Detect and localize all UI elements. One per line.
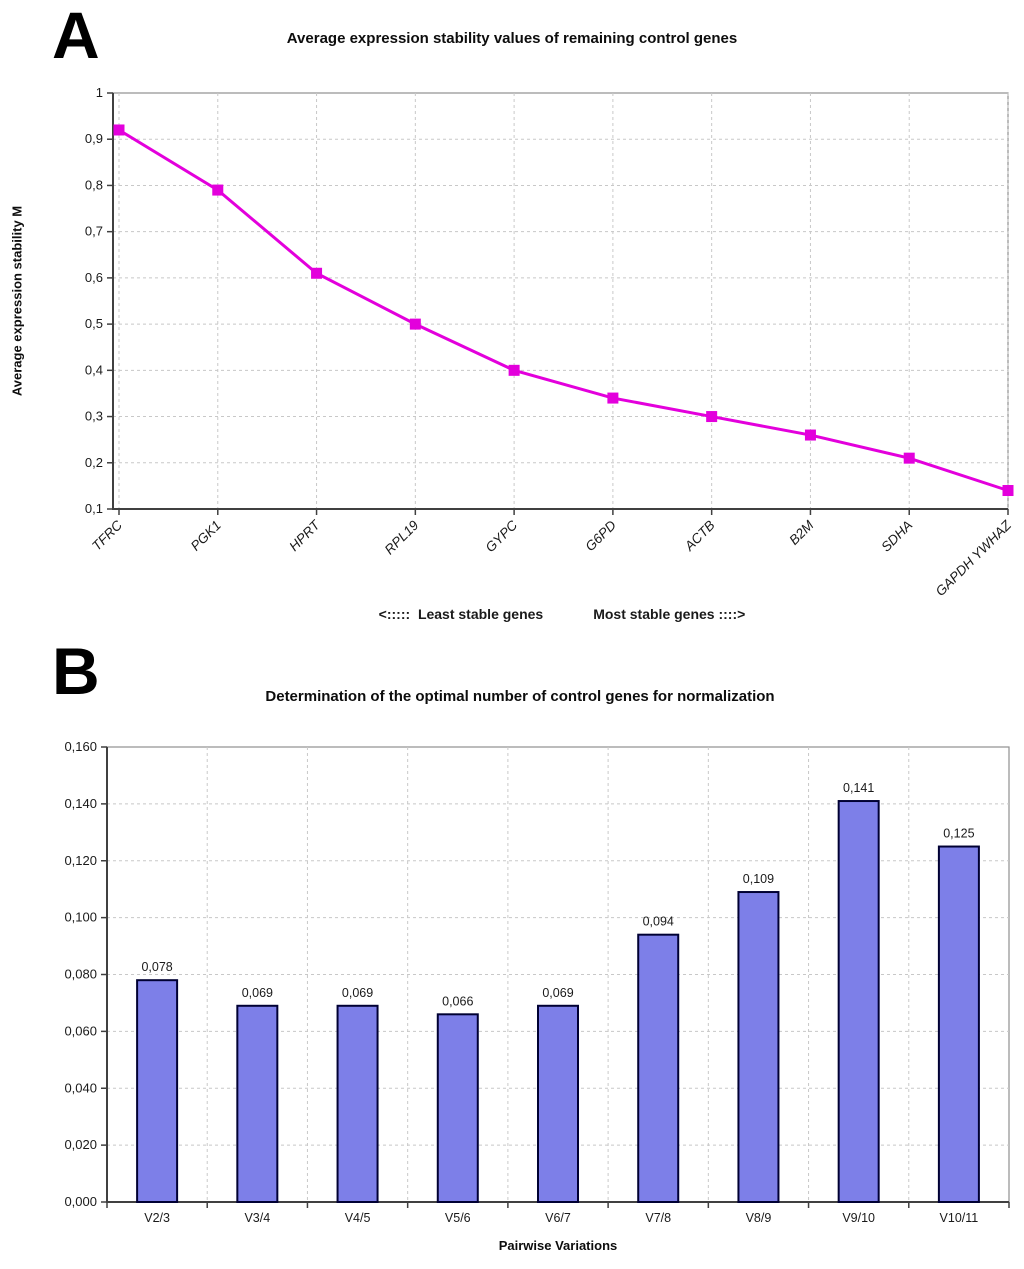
data-point-marker [607,392,619,404]
least-stable-genes-label: <::::: Least stable genes [378,606,544,622]
bar-V5/6 [436,1013,479,1203]
bar-value-label: 0,141 [843,781,874,795]
y-tick-label: 0,040 [64,1080,97,1095]
y-tick-label: 0,160 [64,739,97,754]
bar-V7/8 [637,933,680,1203]
bar-value-label: 0,066 [442,994,473,1008]
x-category-label: PGK1 [188,518,224,554]
y-tick-label: 0,6 [85,270,103,285]
data-point-marker [311,267,323,279]
chart-a-y-axis-title: Average expression stability M [9,205,25,397]
x-category-label: V8/9 [746,1211,772,1225]
bar-value-label: 0,078 [141,960,172,974]
bar-V2/3 [136,979,179,1203]
y-tick-label: 0,020 [64,1137,97,1152]
x-category-label: V10/11 [940,1211,979,1225]
y-tick-label: 0,1 [85,501,103,516]
data-point-marker [706,411,718,423]
y-tick-label: 0,7 [85,224,103,239]
bar-V8/9 [737,891,780,1203]
bar-V6/7 [537,1004,579,1203]
chart-b-title: Determination of the optimal number of c… [265,688,775,705]
x-category-label: B2M [786,517,817,548]
chart-a-title: Average expression stability values of r… [286,30,738,47]
x-category-label: GAPDH YWHAZ [933,517,1015,599]
data-point-marker [508,364,520,376]
x-category-label: HPRT [286,516,324,554]
x-category-label: RPL19 [382,517,422,557]
bar-value-label: 0,069 [242,986,273,1000]
x-category-label: ACTB [681,518,718,555]
panel-b-label: B [52,634,100,708]
y-tick-label: 0,8 [85,177,103,192]
chart-b: 0,160 0,140 0,120 0,100 0,080 0,060 0,040 0,020… [64,739,1010,1225]
data-point-marker [903,452,915,464]
y-tick-label: 0,5 [85,316,103,331]
data-point-marker [212,184,224,196]
most-stable-genes-label: Most stable genes ::::> [593,606,746,622]
y-tick-label: 0,080 [64,967,97,982]
bar-value-label: 0,094 [643,915,674,929]
x-category-label: TFRC [89,517,125,553]
x-category-label: V2/3 [144,1211,170,1225]
panel-a-label: A [52,0,100,72]
x-category-label: V3/4 [244,1211,270,1225]
chart-b-x-axis-title: Pairwise Variations [498,1238,618,1253]
bar-value-label: 0,109 [743,872,774,886]
y-tick-label: 0,000 [64,1194,97,1209]
y-tick-label: 0,2 [85,455,103,470]
data-point-marker [1002,485,1014,497]
y-tick-label: 0,3 [85,409,103,424]
bar-value-label: 0,125 [943,827,974,841]
bar-value-label: 0,069 [342,986,373,1000]
data-point-marker [409,318,421,330]
stability-line-series [118,128,1009,492]
y-tick-label: 0,100 [64,910,97,925]
y-tick-label: 0,9 [85,131,103,146]
bar-V4/5 [336,1004,379,1203]
x-category-label: V6/7 [545,1211,571,1225]
bar-V3/4 [236,1004,279,1203]
y-tick-label: 0,140 [64,796,97,811]
x-category-label: SDHA [878,518,915,555]
x-category-label: G6PD [582,517,619,554]
y-tick-label: 1 [96,85,103,100]
x-category-label: V5/6 [445,1211,471,1225]
bar-V9/10 [837,800,880,1203]
x-category-label: V7/8 [645,1211,671,1225]
bar-value-label: 0,069 [542,986,573,1000]
y-tick-label: 0,120 [64,853,97,868]
y-tick-label: 0,4 [85,362,103,377]
data-point-marker [804,429,816,441]
data-point-marker [113,124,125,136]
bar-V10/11 [937,845,980,1203]
x-category-label: V9/10 [842,1211,875,1225]
x-category-label: GYPC [483,517,521,555]
stability-annotation: <::::: Least stable genes Most stable ge… [0,606,1024,622]
y-tick-label: 0,060 [64,1023,97,1038]
chart-a-plot-area [112,92,1009,510]
x-category-label: V4/5 [345,1211,371,1225]
